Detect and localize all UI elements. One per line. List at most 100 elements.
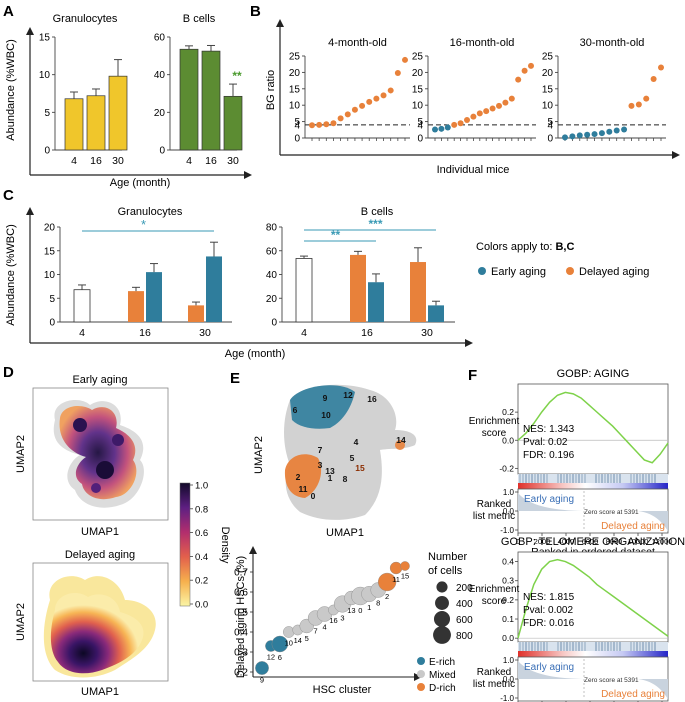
y-tick-label: 20 — [412, 68, 424, 79]
es-curve — [517, 558, 669, 639]
x-tick-label: 6000 — [582, 537, 599, 546]
bar-gran-16 — [86, 95, 106, 151]
es-tick-label: 0.1 — [502, 614, 514, 624]
y-tick-label: 0.5 — [234, 608, 248, 619]
panel-f: GOBP: AGING 0.2 0.0 -0.2 NES: 1.343 Pval: 0.0… — [469, 368, 685, 702]
y-tick-label: 0.4 — [234, 628, 248, 639]
es-tick-label: 0.4 — [502, 557, 514, 567]
rank-colorbar — [518, 651, 668, 657]
mouse-point — [380, 92, 387, 99]
cluster-point-9 — [255, 661, 269, 675]
colorbar-tick-label: 0.0 — [195, 600, 208, 611]
mouse-point — [508, 95, 515, 102]
cluster-point-6 — [271, 635, 289, 653]
x-tick-label: 4 — [79, 327, 85, 339]
rank-label-2: list metric — [473, 511, 515, 522]
rank-delayed-label: Delayed aging — [601, 521, 665, 532]
cluster-point-label: 9 — [260, 676, 264, 685]
size-legend-circle — [436, 581, 448, 593]
mouse-point — [309, 122, 315, 129]
panel-d: Early aging UMAP1 UMAP2 Delayed aging UM… — [15, 374, 231, 698]
x-tick-label: 2000 — [534, 537, 551, 546]
a-xlabel: Age (month) — [110, 177, 171, 189]
a-ylabel: Abundance (%WBC) — [5, 39, 17, 141]
cluster-point-label: 12 — [267, 653, 275, 662]
size-legend-label: 200 — [456, 583, 473, 594]
y-tick-label: 20 — [154, 108, 166, 119]
significance-marker: * — [141, 217, 146, 232]
d-xlabel-bottom: UMAP1 — [81, 686, 119, 698]
mouse-point — [337, 115, 344, 122]
cluster-label-13: 13 — [325, 466, 335, 476]
mouse-point — [650, 75, 657, 82]
cluster-label-6: 6 — [293, 405, 298, 415]
legend-early-marker — [478, 267, 486, 275]
x-tick-label: 12000 — [652, 537, 673, 546]
x-tick-label: 0 — [516, 537, 520, 546]
es-tick-label: -0.2 — [499, 463, 514, 473]
cluster-point-label: 4 — [322, 623, 326, 632]
x-tick-label: 30 — [227, 155, 239, 167]
cluster-label-11: 11 — [299, 484, 308, 494]
b-ylabel: BG ratio — [265, 70, 277, 110]
x-tick-label: 4 — [301, 327, 307, 339]
colorbar-tick-label: 0.2 — [195, 576, 208, 587]
size-legend-label: 600 — [456, 615, 473, 626]
c-ylabel: Abundance (%WBC) — [5, 224, 17, 326]
significance-marker: ** — [232, 69, 242, 83]
c-legend-early: Early aging — [491, 266, 546, 278]
mouse-point — [359, 102, 366, 109]
y-tick-label: 0 — [44, 146, 50, 157]
cluster-label-10: 10 — [321, 410, 331, 420]
threshold-label: 4 — [294, 120, 300, 131]
threshold-label: 4 — [547, 120, 553, 131]
cluster-point-label: 5 — [305, 634, 309, 643]
y-tick-label: 15 — [39, 33, 51, 44]
y-tick-label: 0 — [271, 318, 277, 329]
y-tick-label: 0 — [547, 134, 553, 145]
y-tick-label: 5 — [49, 294, 55, 305]
group-legend-marker — [417, 657, 425, 665]
mouse-point — [476, 110, 483, 117]
x-tick-label: 30 — [199, 327, 211, 339]
cluster-point-label: 8 — [376, 599, 380, 608]
rank-tick-label: 1.0 — [503, 488, 515, 497]
rank-early-label: Early aging — [524, 662, 574, 673]
b-subpanel-0: 4-month-old 0 5 10 15 20 25 4 — [289, 37, 410, 145]
x-tick-label: 16 — [205, 155, 217, 167]
cluster-point-label: 7 — [314, 627, 318, 636]
y-tick-label: 0.2 — [234, 668, 248, 679]
es-label-1: Enrichment — [469, 416, 520, 427]
y-tick-label: 0.6 — [234, 588, 248, 599]
cluster-label-12: 12 — [343, 390, 353, 400]
e-xlabel: HSC cluster — [313, 684, 372, 696]
y-tick-label: 20 — [266, 294, 278, 305]
bar-delayed-30 — [188, 305, 204, 322]
group-legend-marker — [417, 683, 425, 691]
cluster-label-2: 2 — [296, 472, 301, 482]
x-tick-label: 4 — [71, 155, 77, 167]
f-title-top: GOBP: AGING — [557, 368, 630, 380]
size-legend-circle — [433, 610, 451, 628]
cluster-label-14: 14 — [396, 435, 406, 445]
mouse-point — [432, 126, 438, 133]
cluster-label-16: 16 — [367, 394, 377, 404]
y-tick-label: 15 — [289, 84, 301, 95]
bar-bcell-4 — [179, 48, 199, 151]
mouse-point — [438, 125, 445, 132]
y-tick-label: 10 — [542, 101, 554, 112]
colorbar-tick-label: 0.4 — [195, 552, 208, 563]
mouse-point — [496, 102, 502, 109]
mouse-point — [584, 131, 591, 138]
cluster-point-label: 1 — [367, 603, 371, 612]
b-title-2: 30-month-old — [580, 37, 645, 49]
bar-early-30 — [206, 256, 222, 322]
mouse-point — [521, 67, 528, 74]
panel-a: Abundance (%WBC) Age (month) Granulocyte… — [5, 13, 252, 189]
zero-score-label: Zero score at 5391 — [584, 677, 639, 684]
bar-bcell-16 — [201, 50, 221, 151]
mouse-point — [528, 62, 534, 69]
x-tick-label: 4000 — [558, 537, 575, 546]
